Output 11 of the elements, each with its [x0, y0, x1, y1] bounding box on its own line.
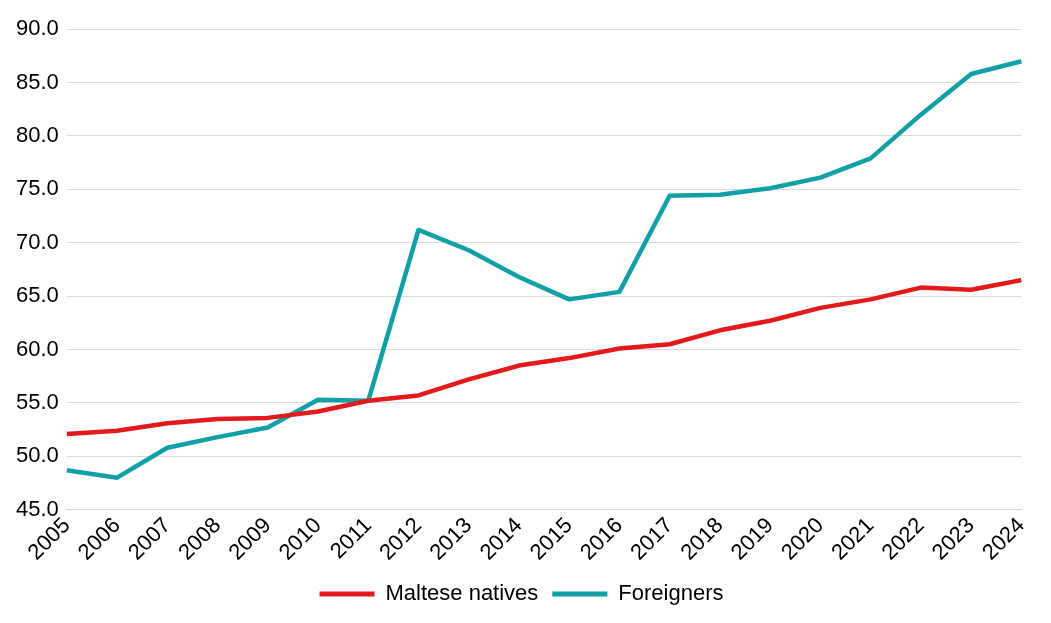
y-tick-label: 50.0	[15, 442, 59, 468]
y-tick-label: 85.0	[15, 68, 59, 94]
y-tick-label: 90.0	[15, 15, 59, 41]
legend-label: Foreigners	[618, 580, 724, 606]
y-tick-label: 75.0	[15, 175, 59, 201]
y-tick-label: 70.0	[15, 228, 59, 254]
y-tick-label: 80.0	[15, 122, 59, 148]
y-tick-label: 60.0	[15, 335, 59, 361]
y-tick-label: 55.0	[15, 389, 59, 414]
y-tick-label: 65.0	[15, 282, 59, 308]
legend-label: Maltese natives	[385, 580, 539, 606]
